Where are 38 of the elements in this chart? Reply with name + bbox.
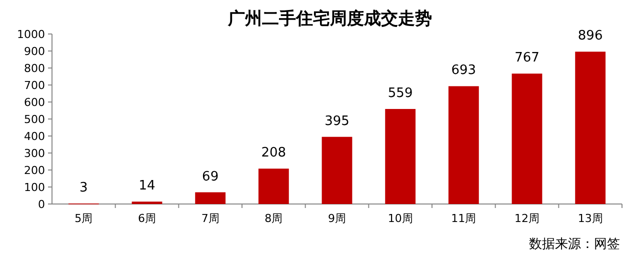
bar (385, 108, 416, 204)
bar (195, 192, 226, 204)
x-tick-label: 11周 (451, 212, 476, 225)
x-tick-label: 10周 (388, 212, 413, 225)
y-tick-label: 700 (24, 79, 45, 92)
data-label: 208 (261, 146, 286, 161)
y-tick-label: 200 (24, 164, 45, 177)
x-tick-label: 6周 (138, 212, 156, 225)
y-tick-label: 300 (24, 147, 45, 160)
x-tick-label: 5周 (74, 212, 93, 225)
x-tick-label: 9周 (328, 212, 346, 225)
x-tick-label: 8周 (264, 212, 283, 225)
bar (512, 74, 542, 204)
y-tick-label: 600 (24, 96, 45, 109)
data-label: 69 (202, 169, 219, 184)
data-label: 3 (80, 180, 88, 196)
data-label: 395 (324, 114, 350, 129)
data-label: 559 (388, 86, 413, 101)
data-label: 14 (138, 178, 156, 194)
x-tick-label: 13周 (578, 212, 603, 225)
data-label: 767 (514, 50, 540, 66)
x-tick-label: 12周 (514, 212, 540, 225)
y-tick-label: 400 (24, 130, 45, 143)
bar (258, 168, 289, 204)
y-tick-label: 800 (24, 62, 45, 75)
data-label: 693 (451, 63, 476, 78)
y-tick-label: 100 (24, 181, 45, 194)
bar (322, 136, 352, 204)
bar (575, 52, 606, 204)
chart-title: 广州二手住宅周度成交走势 (227, 9, 432, 29)
y-tick-label: 500 (24, 113, 45, 126)
data-label: 896 (578, 28, 603, 44)
x-tick-label: 7周 (201, 212, 220, 225)
y-tick-label: 1000 (17, 28, 45, 41)
y-tick-label: 900 (24, 45, 45, 58)
y-tick-label: 0 (38, 198, 45, 211)
bar (448, 86, 479, 204)
source-note: 数据来源：网签 (529, 237, 620, 252)
